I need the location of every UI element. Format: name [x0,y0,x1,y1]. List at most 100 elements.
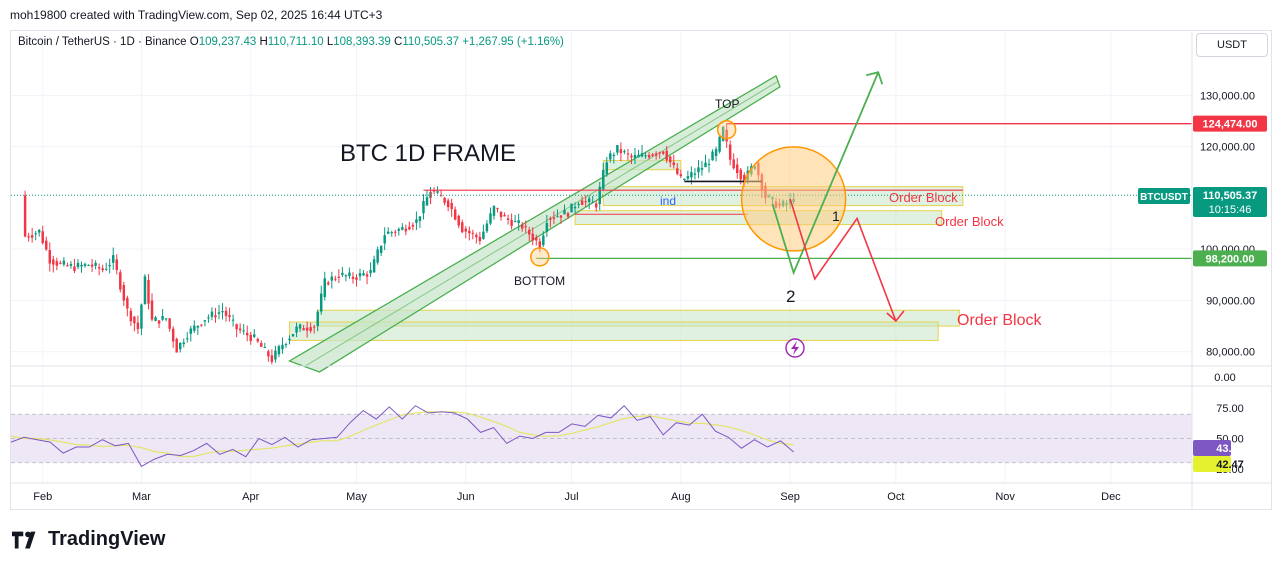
candle [524,226,527,228]
candle [552,217,556,219]
candle [351,276,355,279]
candle [559,215,563,218]
candle [503,214,506,217]
focus-circle [740,146,847,252]
candle [41,231,44,244]
candle [161,315,164,320]
candle [369,269,372,274]
candle [651,154,654,156]
x-tick-label: Oct [887,491,904,503]
candle [679,174,683,177]
support-badge: 98,200.00 [1193,250,1267,267]
rsi-badge-text: 43.85 [1216,443,1244,455]
candle [566,213,570,217]
candle [432,190,436,192]
candle [200,324,203,326]
candle [630,155,633,158]
candle [425,197,429,206]
candle [520,224,524,229]
candle [238,328,242,331]
candle [397,229,401,231]
candle [291,334,295,337]
currency-button[interactable]: USDT [1196,33,1268,57]
candle [418,216,422,221]
y-tick-label: 130,000.00 [1200,90,1255,102]
candle [133,316,136,324]
candle [605,162,609,175]
candle [475,234,478,238]
y-tick-label: 120,000.00 [1200,142,1255,154]
candle [207,317,210,319]
candle [739,169,742,180]
candle [140,304,143,329]
candle [644,155,647,157]
rsi-badge: 43.85 [1193,440,1244,456]
candle [319,293,323,312]
candle [97,267,101,269]
candle [683,178,686,180]
candle [457,215,460,226]
x-tick-label: Aug [671,491,691,503]
candle [485,223,489,232]
tradingview-logo-icon [12,531,36,548]
candle [76,262,80,268]
channel [287,74,781,373]
high-badge: 124,474.00 [1193,115,1267,132]
candle [245,332,249,336]
candle [263,346,267,348]
candle [461,222,464,233]
candle [112,255,115,263]
x-tick-label: Sep [780,491,800,503]
candle [355,277,358,280]
candle [693,173,697,175]
candle [513,221,517,223]
drawings [11,71,1192,358]
candle [711,151,714,161]
candle [376,249,379,263]
order-block-zone [289,321,939,341]
candle [471,232,475,234]
candle [62,260,66,265]
candle [538,241,542,249]
candle [136,322,140,330]
low-value: 108,393.39 [333,36,391,48]
candle [443,197,446,203]
candle [309,327,312,331]
candle [489,213,492,224]
candle [274,350,277,360]
candle [101,268,104,271]
rsi-ma-badge: 42.47 [1193,456,1244,472]
candle [616,145,619,153]
candle [203,320,207,322]
candle [45,240,48,250]
candle [669,156,672,163]
candle [154,317,157,321]
point-1-label: 1 [832,208,840,224]
candle [129,310,133,322]
candle [577,203,580,205]
candle [30,235,34,238]
candle [496,208,499,210]
candle [178,342,182,350]
arrow-head [886,310,905,323]
candle [510,219,513,226]
candle [330,276,334,281]
support-badge-bg [1193,250,1267,267]
candle [404,228,408,232]
candle [267,351,270,357]
countdown-text: 10:15:46 [1209,204,1252,216]
candle [542,235,545,246]
candle [115,259,118,270]
candle [119,272,122,290]
candle [439,195,443,197]
candle [623,151,626,153]
candle [563,209,566,215]
tradingview-logo[interactable]: TradingView [12,528,165,551]
candle [453,209,457,220]
candle [122,285,126,301]
order-block-label-2: Order Block [935,214,1004,229]
x-tick-label: May [346,491,367,503]
candle [415,219,418,223]
chart-frame [10,30,1272,510]
